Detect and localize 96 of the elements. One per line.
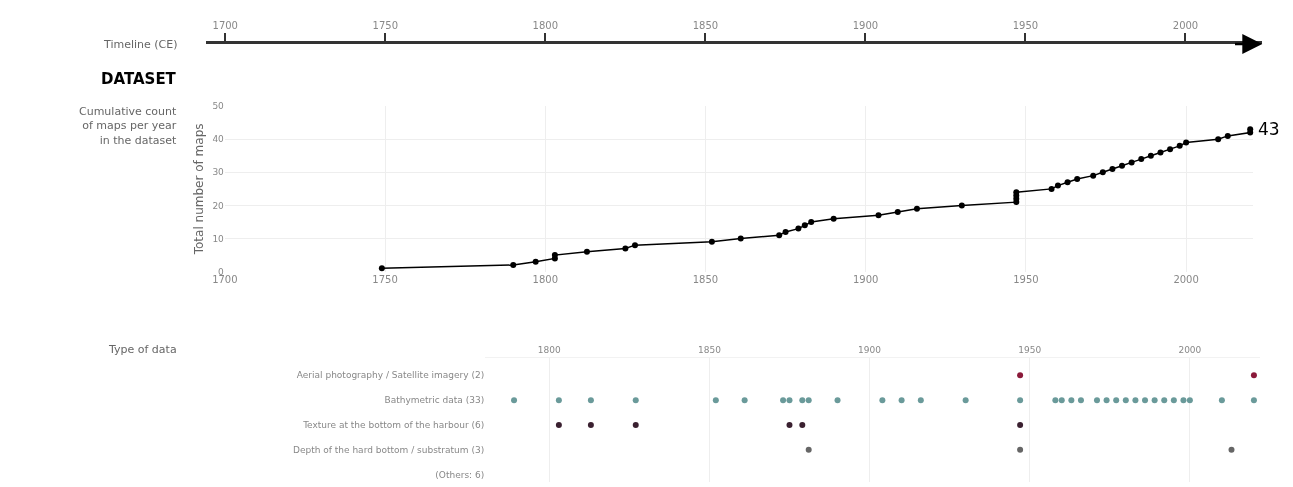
y-tick-label: Aerial photography / Satellite imagery (2) <box>296 370 485 381</box>
point <box>1250 397 1257 404</box>
point <box>510 262 517 269</box>
point <box>1147 152 1154 159</box>
point <box>583 248 590 255</box>
x2-tick-label: 1800 <box>532 20 559 32</box>
y-tick-label: (Others: 6) <box>435 469 485 480</box>
point <box>1090 172 1097 179</box>
x2-tick-label: 2000 <box>1172 20 1199 32</box>
point <box>962 397 969 404</box>
x2-tick-label: 1750 <box>372 20 399 32</box>
point <box>1054 182 1061 189</box>
point <box>834 397 841 404</box>
y-tick-label: 30 <box>212 167 225 178</box>
point <box>1109 166 1116 173</box>
point <box>1151 397 1158 404</box>
y-tick-label: 10 <box>212 233 225 244</box>
point <box>708 238 715 245</box>
point <box>1157 149 1164 156</box>
x2-tick-label: 1900 <box>852 20 879 32</box>
point <box>830 215 837 222</box>
point <box>1224 132 1231 139</box>
x-tick-label: 1800 <box>537 345 561 356</box>
point <box>1167 146 1174 153</box>
point <box>1142 397 1149 404</box>
x-tick-label: 1800 <box>532 273 558 285</box>
point <box>913 205 920 212</box>
x-tick-label: 1950 <box>1018 345 1042 356</box>
point <box>898 397 905 404</box>
y-tick-label: 20 <box>212 200 225 211</box>
x-tick-label: 1950 <box>1013 273 1039 285</box>
point <box>1119 162 1126 169</box>
point <box>879 397 886 404</box>
y-tick-label: Texture at the bottom of the harbour (6) <box>302 420 485 431</box>
x-tick-label: 1850 <box>697 345 722 356</box>
y-axis-title: Total number of maps <box>191 123 206 256</box>
point <box>808 218 815 225</box>
point <box>786 397 793 404</box>
point <box>378 265 385 272</box>
point <box>805 397 812 404</box>
point <box>1048 185 1055 192</box>
point <box>532 258 539 265</box>
point <box>1064 179 1071 186</box>
point <box>622 245 629 252</box>
point <box>875 212 882 219</box>
point <box>795 225 802 232</box>
point <box>782 228 789 235</box>
point <box>1138 156 1145 163</box>
point <box>1161 397 1168 404</box>
y-axis-title: Type of data <box>108 343 177 356</box>
annotation: 43 <box>1258 119 1280 139</box>
y-tick-label: Bathymetric data (33) <box>384 395 485 406</box>
point <box>1093 397 1100 404</box>
point <box>1017 397 1024 404</box>
point <box>1128 159 1135 166</box>
point <box>780 397 787 404</box>
point <box>737 235 744 242</box>
point <box>1113 397 1120 404</box>
x2-tick-label: 1950 <box>1012 20 1039 32</box>
point <box>1122 397 1129 404</box>
point <box>958 202 965 209</box>
point <box>631 242 638 249</box>
point <box>1183 139 1190 146</box>
text: Cumulative count of maps per year in the dataset <box>79 105 177 147</box>
chart-title: DATASET <box>101 70 177 88</box>
point <box>1052 397 1059 404</box>
point <box>917 397 924 404</box>
y-tick-label: 50 <box>212 101 225 112</box>
point <box>1180 397 1187 404</box>
point <box>799 397 806 404</box>
x-tick-label: 1850 <box>692 273 719 285</box>
point <box>1103 397 1110 404</box>
point <box>1074 175 1081 182</box>
x2-axis-title: Timeline (CE) <box>103 38 178 51</box>
point <box>1215 136 1222 143</box>
point <box>1218 397 1225 404</box>
point <box>1099 169 1106 176</box>
x2-tick-label: 1850 <box>692 20 719 32</box>
point <box>1170 397 1177 404</box>
point <box>1176 142 1183 149</box>
point <box>1132 397 1139 404</box>
point <box>776 232 783 239</box>
x-tick-label: 2000 <box>1173 273 1199 285</box>
x-tick-label: 1900 <box>858 345 882 356</box>
x2-tick-label: 1700 <box>212 20 238 32</box>
point <box>1186 397 1193 404</box>
x-tick-label: 1750 <box>372 273 398 285</box>
point <box>801 222 808 229</box>
point <box>1058 397 1065 404</box>
x-tick-label: 2000 <box>1178 345 1202 356</box>
point <box>1077 397 1084 404</box>
y-tick-label: 40 <box>212 134 225 145</box>
point <box>894 209 901 216</box>
point <box>1068 397 1075 404</box>
x-tick-label: 1900 <box>852 273 879 285</box>
y-tick-label: Depth of the hard bottom / substratum (3) <box>292 444 485 455</box>
